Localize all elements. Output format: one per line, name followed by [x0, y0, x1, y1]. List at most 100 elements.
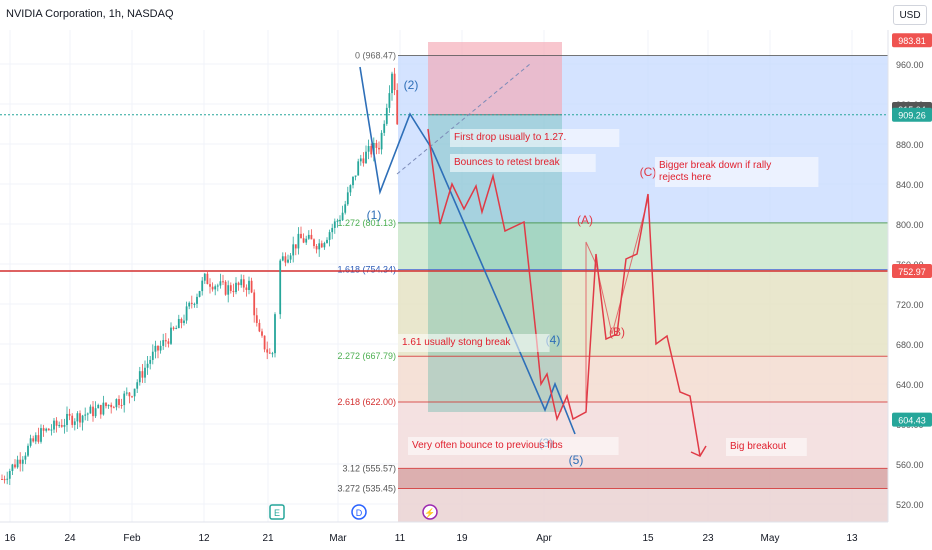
annotation-bounces: Bounces to retest break: [454, 157, 561, 168]
candle-body: [222, 281, 224, 283]
candle-body: [3, 479, 6, 481]
candle-body: [349, 185, 352, 193]
arrow-head: [690, 445, 707, 457]
candle-body: [227, 285, 230, 295]
candle-body: [378, 147, 380, 150]
candle-body: [154, 345, 157, 352]
annotation-big-breakout-bg: [726, 438, 807, 456]
candle-body: [336, 220, 339, 222]
candle-body: [45, 428, 48, 431]
price-tick-label: 680.00: [896, 340, 924, 350]
candle-body: [323, 242, 326, 248]
event-marker-label: D: [356, 508, 363, 518]
projection-path-red-alt: [585, 198, 649, 412]
candle-body: [16, 459, 19, 468]
price-tick-label: 720.00: [896, 300, 924, 310]
candle-body: [310, 234, 313, 240]
candle-body: [274, 314, 276, 354]
candle-body: [196, 296, 198, 304]
time-tick-label: 19: [456, 533, 468, 544]
earnings-marker[interactable]: [269, 504, 285, 520]
price-tag: [892, 412, 932, 427]
candle-body: [214, 286, 217, 290]
candle-body: [242, 279, 245, 288]
projection-path-red: [427, 128, 701, 457]
fib-label: 0 (968.47): [355, 51, 396, 61]
dividend-marker[interactable]: [351, 504, 367, 520]
price-tick-label: 520.00: [896, 500, 924, 510]
candle-body: [237, 282, 240, 286]
candle-body: [76, 413, 79, 422]
candle-body: [393, 73, 396, 91]
candle-body: [339, 220, 341, 222]
annotation-strong-break-bg: [398, 334, 550, 352]
split-marker[interactable]: [422, 504, 438, 520]
candle-body: [281, 256, 284, 261]
candle-body: [383, 123, 386, 133]
candle-body: [40, 428, 42, 442]
candle-body: [53, 420, 55, 430]
fib-zone: [398, 356, 888, 402]
price-tag-label: 752.97: [898, 267, 926, 277]
candle-body: [271, 353, 274, 355]
candle-body: [284, 256, 287, 263]
candle-body: [86, 413, 89, 415]
candle-body: [123, 393, 126, 406]
candle-body: [180, 318, 183, 324]
annotation-bigger-break: rejects here: [659, 172, 712, 183]
candle-body: [125, 392, 128, 394]
chart-title: NVIDIA Corporation, 1h, NASDAQ: [6, 8, 174, 20]
annotation-bounce-fibs-bg: [408, 437, 619, 455]
time-axis: [0, 522, 888, 550]
candle-body: [58, 425, 61, 427]
candle-body: [133, 388, 136, 397]
candle-body: [268, 352, 271, 354]
candle-body: [167, 341, 170, 344]
candle-body: [110, 404, 113, 408]
candle-body: [19, 459, 22, 464]
candle-body: [162, 340, 165, 346]
annotation-bigger-break-bg: [655, 157, 819, 187]
candle-body: [352, 176, 354, 186]
candle-body: [224, 281, 227, 295]
candle-body: [380, 132, 383, 150]
price-tick-label: 640.00: [896, 380, 924, 390]
candle-body: [183, 320, 185, 324]
elliott-wave-blue: [359, 66, 576, 435]
candle-body: [232, 290, 235, 293]
candle-body: [11, 464, 14, 472]
candle-body: [292, 244, 295, 256]
candle-body: [320, 243, 323, 248]
candle-body: [344, 204, 347, 213]
candle-body: [388, 93, 391, 108]
time-tick-label: Apr: [536, 533, 552, 544]
candle-body: [164, 340, 167, 342]
time-tick-label: 21: [262, 533, 274, 544]
candle-body: [302, 238, 305, 243]
candle-body: [170, 327, 172, 344]
annotation-big-breakout: Big breakout: [730, 441, 786, 452]
fib-zone: [398, 222, 888, 270]
price-tick-label: 800.00: [896, 220, 924, 230]
time-tick-label: Feb: [123, 533, 141, 544]
candle-body: [79, 413, 81, 423]
candle-body: [235, 282, 237, 293]
candle-body: [240, 279, 243, 286]
time-tick-label: 15: [642, 533, 654, 544]
candle-body: [63, 425, 66, 427]
candle-body: [47, 428, 50, 431]
price-tick-label: 560.00: [896, 460, 924, 470]
candle-body: [175, 328, 178, 330]
candle-body: [305, 238, 308, 243]
currency-button[interactable]: USD: [893, 5, 927, 25]
candle-body: [34, 435, 37, 442]
candle-body: [333, 221, 336, 228]
candle-body: [391, 73, 393, 94]
time-tick-label: 16: [4, 533, 16, 544]
candle-body: [138, 371, 141, 383]
candle-body: [279, 260, 282, 315]
candle-body: [245, 287, 248, 290]
candle-body: [396, 90, 399, 125]
fib-label: 1.272 (801.13): [337, 218, 396, 228]
